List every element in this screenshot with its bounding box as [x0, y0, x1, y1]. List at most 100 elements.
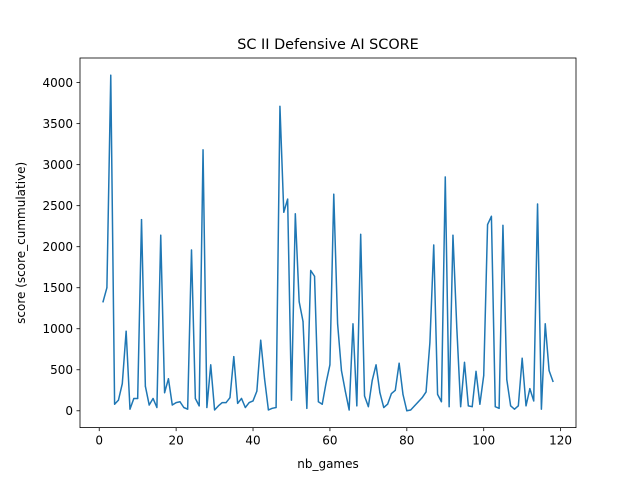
data-point	[117, 399, 120, 401]
chart-title: SC II Defensive AI SCORE	[237, 37, 419, 53]
data-point	[306, 407, 308, 409]
data-point	[110, 74, 112, 76]
data-point	[140, 219, 143, 221]
data-point	[256, 390, 258, 392]
x-tick-label: 100	[472, 434, 495, 448]
data-point	[371, 379, 373, 382]
data-point	[521, 357, 523, 359]
data-point	[121, 383, 123, 385]
data-point	[486, 223, 489, 226]
data-point	[425, 391, 427, 393]
data-point	[137, 397, 139, 400]
x-tick-label: 60	[322, 434, 337, 448]
data-point	[394, 389, 396, 391]
y-tick-label: 3000	[42, 158, 73, 172]
data-point	[325, 382, 327, 384]
data-point	[152, 397, 154, 400]
data-point	[348, 409, 350, 411]
data-point	[129, 408, 131, 410]
data-point	[240, 397, 243, 400]
x-axis-ticks: 0 20 40 60 80 100 120	[95, 427, 572, 448]
data-point	[333, 193, 335, 195]
data-point	[310, 269, 312, 272]
data-point	[298, 301, 300, 303]
data-point	[206, 406, 208, 409]
data-point	[194, 397, 196, 400]
x-tick-label: 20	[168, 434, 183, 448]
data-point	[544, 323, 546, 325]
data-point	[540, 408, 543, 410]
data-point	[533, 400, 535, 402]
data-point	[287, 198, 289, 200]
x-tick-label: 0	[95, 434, 103, 448]
data-point	[221, 401, 223, 404]
y-axis-label: score (score_cummulative)	[14, 162, 28, 324]
data-point	[513, 408, 516, 410]
data-point	[344, 390, 346, 392]
data-point	[413, 405, 416, 407]
data-point	[456, 327, 458, 329]
data-point	[175, 401, 177, 404]
data-point	[402, 393, 404, 395]
data-point	[133, 397, 135, 400]
data-point	[106, 287, 108, 289]
data-point	[329, 364, 331, 366]
data-point	[302, 320, 304, 322]
data-point	[283, 211, 285, 213]
data-point	[114, 403, 116, 405]
data-point	[337, 323, 339, 325]
data-point	[248, 401, 250, 404]
score-line-series	[102, 74, 554, 412]
data-point	[263, 378, 266, 380]
data-point	[179, 401, 181, 403]
data-point	[379, 392, 381, 394]
data-point	[352, 323, 354, 325]
data-point	[406, 410, 408, 412]
data-point	[410, 409, 412, 411]
data-point	[198, 405, 200, 407]
data-point	[479, 403, 481, 405]
data-point	[510, 405, 512, 407]
data-point	[294, 213, 296, 215]
data-point	[148, 404, 150, 406]
data-point	[390, 392, 393, 395]
data-point	[548, 369, 550, 372]
data-point	[387, 403, 389, 405]
data-point	[279, 105, 281, 107]
data-point	[517, 405, 519, 407]
data-point	[436, 393, 439, 395]
data-point	[229, 397, 231, 399]
data-point	[217, 405, 220, 407]
data-point	[321, 403, 323, 405]
y-tick-label: 1500	[42, 281, 73, 295]
data-point	[102, 301, 104, 303]
y-tick-label: 500	[50, 363, 73, 377]
data-point	[383, 406, 385, 409]
data-point	[160, 234, 162, 236]
data-point	[187, 408, 189, 410]
series-points	[102, 74, 554, 412]
data-point	[475, 370, 477, 372]
data-point	[163, 392, 166, 394]
plot-frame	[79, 57, 577, 429]
data-point	[467, 405, 469, 407]
data-point	[144, 385, 146, 387]
data-point	[356, 405, 358, 407]
data-point	[463, 361, 466, 363]
data-point	[483, 374, 485, 377]
x-tick-label: 80	[399, 434, 414, 448]
data-point	[225, 401, 227, 404]
data-point	[529, 388, 531, 390]
data-point	[498, 407, 500, 409]
data-point	[421, 397, 423, 399]
data-point	[398, 362, 400, 364]
data-point	[433, 244, 435, 246]
data-point	[267, 409, 269, 411]
data-point	[202, 149, 204, 151]
data-point	[313, 275, 316, 277]
plot-area	[80, 58, 576, 428]
data-point	[237, 402, 239, 404]
data-point	[525, 405, 527, 407]
x-tick-label: 120	[549, 434, 572, 448]
